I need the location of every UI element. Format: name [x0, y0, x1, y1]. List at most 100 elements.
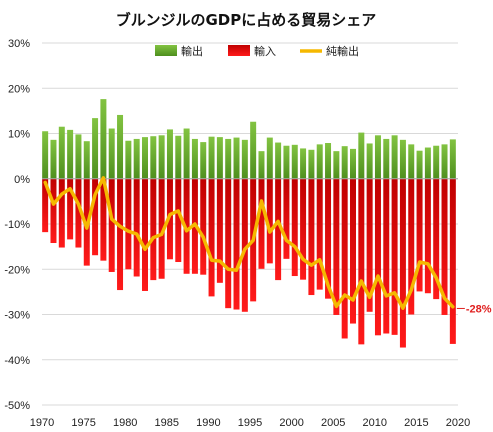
legend-label-net-export: 純輸出 — [326, 44, 359, 58]
export-bar — [358, 132, 365, 179]
export-bar — [75, 134, 82, 179]
export-bar — [250, 121, 257, 179]
legend-swatch-import — [228, 45, 250, 56]
y-tick-label: -40% — [4, 355, 30, 367]
annotation-label: -28% — [466, 303, 492, 315]
import-bar — [308, 178, 315, 296]
import-bar — [325, 178, 332, 299]
export-bar — [166, 129, 173, 179]
export-bar — [441, 144, 448, 179]
import-bar — [416, 178, 423, 292]
y-tick-label: -50% — [4, 400, 30, 412]
x-tick-label: 1995 — [238, 417, 262, 429]
export-bar — [42, 131, 49, 179]
export-bar — [225, 138, 232, 179]
export-bar — [117, 114, 124, 179]
export-bar — [92, 118, 99, 179]
import-bar — [150, 178, 157, 281]
import-bar — [283, 178, 290, 259]
export-bar — [291, 144, 298, 179]
export-bar — [133, 138, 140, 179]
export-bar — [233, 137, 240, 179]
export-bar — [316, 144, 323, 179]
import-bar — [208, 178, 215, 297]
import-bar — [291, 178, 298, 277]
export-bar — [399, 139, 406, 179]
import-bar — [200, 178, 207, 275]
import-bar — [441, 178, 448, 315]
export-bar — [108, 128, 115, 179]
legend-label-export: 輸出 — [181, 44, 203, 58]
import-bar — [42, 178, 49, 233]
x-tick-label: 2000 — [279, 417, 303, 429]
export-bar — [150, 136, 157, 179]
x-tick-label: 1985 — [155, 417, 179, 429]
export-bar — [200, 142, 207, 179]
y-tick-label: -10% — [4, 219, 30, 231]
legend: 輸出 輸入 純輸出 — [155, 44, 359, 58]
export-bar — [50, 139, 57, 179]
export-bar — [300, 148, 307, 179]
y-tick-label: -30% — [4, 310, 30, 322]
export-bar — [275, 142, 282, 179]
import-bar — [158, 178, 165, 279]
x-tick-label: 2005 — [321, 417, 345, 429]
import-bar — [142, 178, 148, 291]
import-bar — [449, 178, 456, 344]
import-bar — [266, 178, 273, 264]
import-bar — [175, 178, 182, 263]
export-bar — [258, 151, 265, 179]
export-bar — [449, 139, 456, 179]
export-bar — [333, 151, 340, 179]
import-bar — [300, 178, 307, 280]
y-tick-label: 30% — [8, 38, 30, 50]
export-bar — [408, 144, 415, 179]
export-bar — [341, 146, 348, 179]
import-bar — [258, 178, 265, 269]
import-bar — [333, 178, 340, 315]
import-bar — [399, 178, 406, 348]
import-bar — [117, 178, 124, 291]
export-bar — [416, 150, 423, 179]
import-bar — [125, 178, 132, 270]
export-bar — [366, 143, 373, 179]
net-export-line-layer — [43, 176, 455, 310]
export-bar — [350, 148, 356, 179]
import-bar — [133, 178, 140, 277]
export-bar — [216, 137, 223, 179]
y-tick-label: 0% — [14, 174, 30, 186]
export-bar — [183, 128, 190, 179]
x-tick-label: 2010 — [363, 417, 387, 429]
import-bar — [366, 178, 373, 312]
import-bar — [408, 178, 415, 315]
x-tick-label: 2020 — [446, 417, 470, 429]
x-tick-label: 1970 — [30, 417, 54, 429]
export-bar — [391, 135, 398, 179]
import-bar — [391, 178, 398, 335]
import-bar — [92, 178, 99, 256]
export-bar — [175, 135, 182, 179]
export-bar — [142, 137, 148, 179]
export-bar — [424, 147, 431, 179]
export-bar — [208, 136, 215, 179]
export-bar — [383, 138, 390, 179]
y-tick-label: -20% — [4, 264, 30, 276]
import-bar — [225, 178, 232, 309]
legend-swatch-export — [155, 45, 177, 56]
export-bar — [283, 145, 290, 179]
export-bar — [158, 135, 165, 179]
export-bar — [325, 143, 332, 179]
export-bar — [241, 139, 248, 179]
import-bar — [241, 178, 248, 312]
import-bar — [341, 178, 348, 339]
import-bar — [50, 178, 57, 244]
import-bar — [383, 178, 390, 334]
chart-title: ブルンジルのGDPに占める貿易シェア — [116, 11, 376, 29]
export-bar — [433, 145, 440, 179]
import-bar — [358, 178, 365, 345]
import-bar — [75, 178, 82, 248]
x-axis-ticks: 1970 1975 1980 1985 1990 1995 2000 2005 2010 2015… — [30, 417, 470, 429]
y-axis-ticks: -50% -40% -30% -20% -10% 0% 10% 20% 30% — [4, 38, 30, 412]
import-bar — [424, 178, 431, 294]
